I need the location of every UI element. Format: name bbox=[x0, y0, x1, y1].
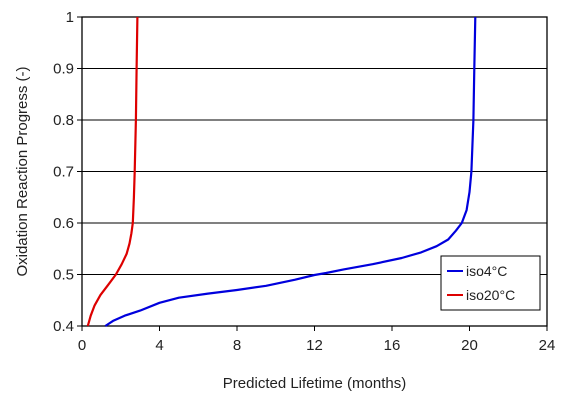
y-tick-label: 0.4 bbox=[53, 318, 74, 335]
x-tick-label: 24 bbox=[539, 337, 556, 354]
series-lines bbox=[86, 16, 477, 327]
y-tick-label: 0.8 bbox=[53, 112, 74, 129]
y-tick-label: 0.6 bbox=[53, 215, 74, 232]
y-tick-label: 0.9 bbox=[53, 61, 74, 78]
y-tick-label: 0.7 bbox=[53, 164, 74, 181]
legend-box bbox=[440, 255, 541, 311]
x-tick-label: 12 bbox=[306, 337, 323, 354]
legend: iso4°C iso20°C bbox=[440, 255, 541, 311]
x-tick-label: 0 bbox=[78, 337, 86, 354]
x-tick-label: 8 bbox=[233, 337, 241, 354]
y-tick-label: 0.5 bbox=[53, 267, 74, 284]
y-axis-title: Oxidation Reaction Progress (-) bbox=[14, 66, 31, 276]
x-axis-ticks: 0 4 8 12 16 20 24 bbox=[78, 326, 556, 354]
x-tick-label: 4 bbox=[155, 337, 163, 354]
y-axis-ticks: 0.4 0.5 0.6 0.7 0.8 0.9 1 bbox=[53, 9, 82, 335]
y-tick-label: 1 bbox=[66, 9, 74, 26]
x-tick-label: 20 bbox=[461, 337, 478, 354]
legend-label-iso20: iso20°C bbox=[466, 287, 515, 303]
series-line-iso20 bbox=[86, 16, 139, 327]
x-axis-title: Predicted Lifetime (months) bbox=[223, 375, 406, 392]
x-tick-label: 16 bbox=[384, 337, 401, 354]
legend-label-iso4: iso4°C bbox=[466, 263, 507, 279]
series-line-iso4 bbox=[104, 16, 477, 327]
